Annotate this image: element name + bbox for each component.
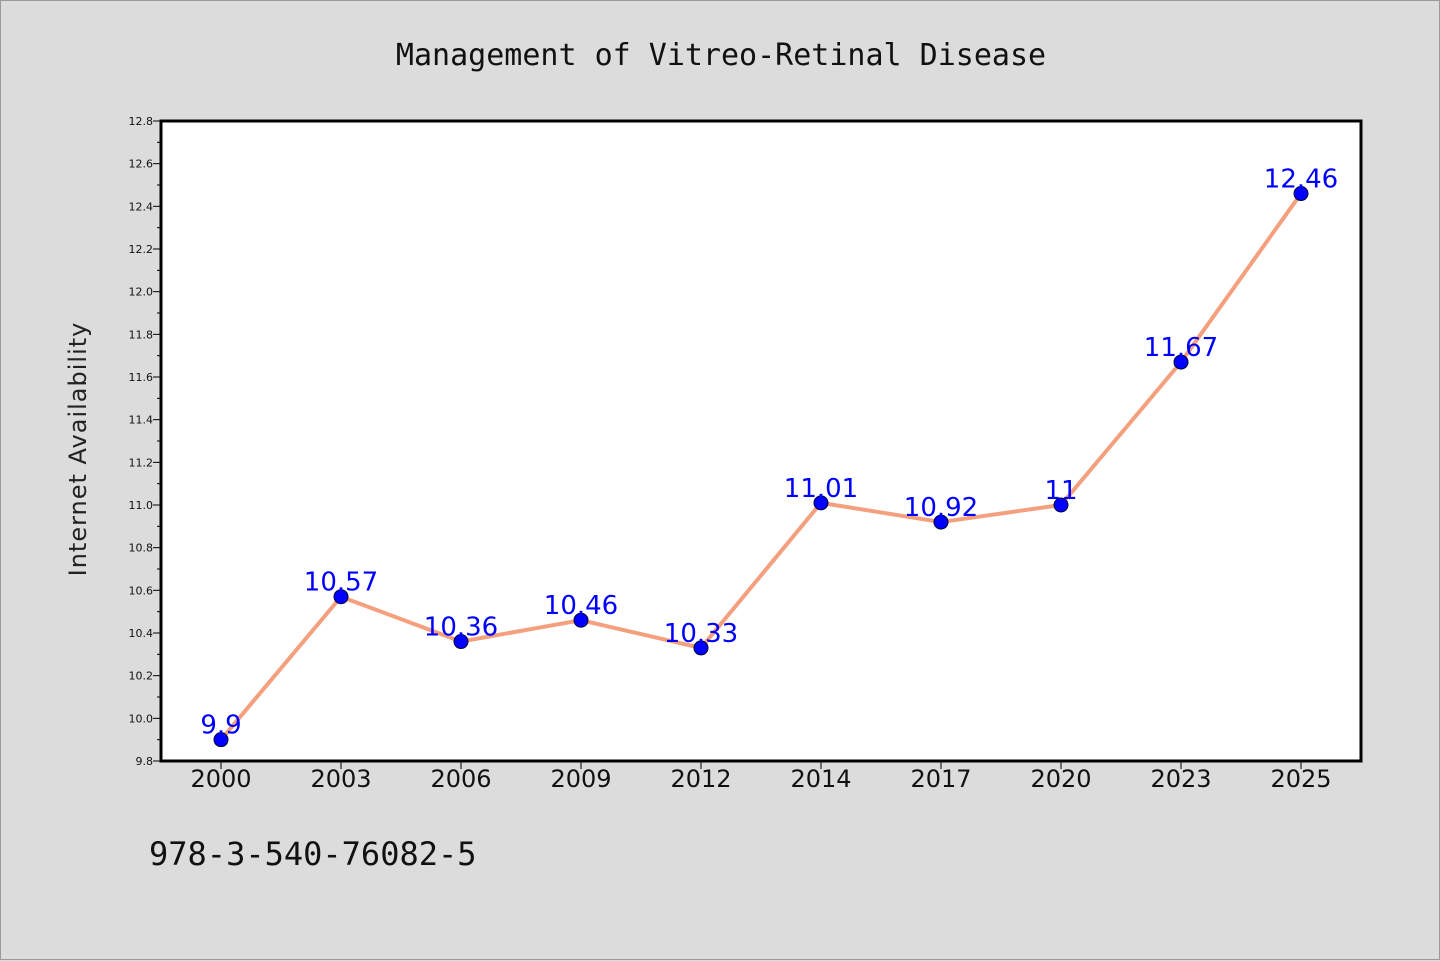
data-label: 10.57 bbox=[304, 568, 378, 598]
data-label: 10.92 bbox=[904, 493, 978, 523]
y-tick-label: 9.8 bbox=[136, 755, 154, 768]
data-point bbox=[933, 514, 949, 530]
y-axis-title: Internet Availability bbox=[64, 322, 92, 577]
data-labels: 9.9 10.57 10.36 10.46 10.33 11.01 10.92 11 11.67… bbox=[200, 165, 1338, 741]
chart-title: Management of Vitreo-Retinal Disease bbox=[396, 38, 1046, 73]
y-tick-label: 10.6 bbox=[129, 584, 154, 597]
y-tick-label: 12.6 bbox=[129, 158, 154, 171]
data-point bbox=[333, 589, 349, 605]
data-point bbox=[213, 732, 229, 748]
y-tick-label: 10.8 bbox=[129, 542, 154, 555]
data-label: 10.46 bbox=[544, 591, 618, 621]
data-point bbox=[573, 612, 589, 628]
plot-area bbox=[161, 121, 1361, 761]
y-tick-label: 10.4 bbox=[129, 627, 154, 640]
y-tick-label: 10.0 bbox=[129, 712, 154, 725]
data-label: 11.67 bbox=[1144, 333, 1218, 363]
x-tick-label: 2012 bbox=[670, 765, 731, 793]
series-line bbox=[219, 192, 1303, 741]
x-tick-label: 2023 bbox=[1150, 765, 1211, 793]
y-axis: 9.8 10.0 10.2 10.4 10.6 10.8 11.0 11.2 11.4 11.6 1… bbox=[129, 115, 161, 768]
data-label: 10.36 bbox=[424, 613, 498, 643]
data-label: 11 bbox=[1044, 476, 1077, 506]
data-point bbox=[1173, 354, 1189, 370]
y-tick-label: 12.8 bbox=[129, 115, 154, 128]
data-point bbox=[1293, 186, 1309, 202]
y-tick-label: 11.8 bbox=[129, 328, 154, 341]
y-tick-label: 12.4 bbox=[129, 200, 154, 213]
x-tick-label: 2017 bbox=[910, 765, 971, 793]
plot-frame bbox=[159, 119, 1363, 763]
y-tick-label: 10.2 bbox=[129, 670, 154, 683]
footer-code: 978-3-540-76082-5 bbox=[149, 835, 477, 873]
data-label: 12.46 bbox=[1264, 165, 1338, 195]
data-point bbox=[453, 634, 469, 650]
data-label: 10.33 bbox=[664, 619, 738, 649]
y-tick-label: 11.6 bbox=[129, 371, 154, 384]
x-axis: 2000 2003 2006 2009 2012 2014 2017 2020 2023 2025 bbox=[190, 761, 1332, 793]
data-point bbox=[1053, 497, 1069, 513]
data-series bbox=[213, 186, 1309, 748]
x-tick-label: 2006 bbox=[430, 765, 491, 793]
y-tick-label: 11.2 bbox=[129, 456, 154, 469]
x-tick-label: 2009 bbox=[550, 765, 611, 793]
x-tick-label: 2003 bbox=[310, 765, 371, 793]
data-label: 9.9 bbox=[200, 711, 241, 741]
data-point bbox=[813, 495, 829, 511]
y-tick-label: 11.4 bbox=[129, 414, 154, 427]
data-point bbox=[693, 640, 709, 656]
data-label: 11.01 bbox=[784, 474, 858, 504]
y-tick-label: 12.2 bbox=[129, 243, 154, 256]
y-tick-label: 12.0 bbox=[129, 286, 154, 299]
x-tick-label: 2025 bbox=[1270, 765, 1331, 793]
y-tick-label: 11.0 bbox=[129, 499, 154, 512]
x-tick-label: 2020 bbox=[1030, 765, 1091, 793]
x-tick-label: 2014 bbox=[790, 765, 851, 793]
x-tick-label: 2000 bbox=[190, 765, 251, 793]
